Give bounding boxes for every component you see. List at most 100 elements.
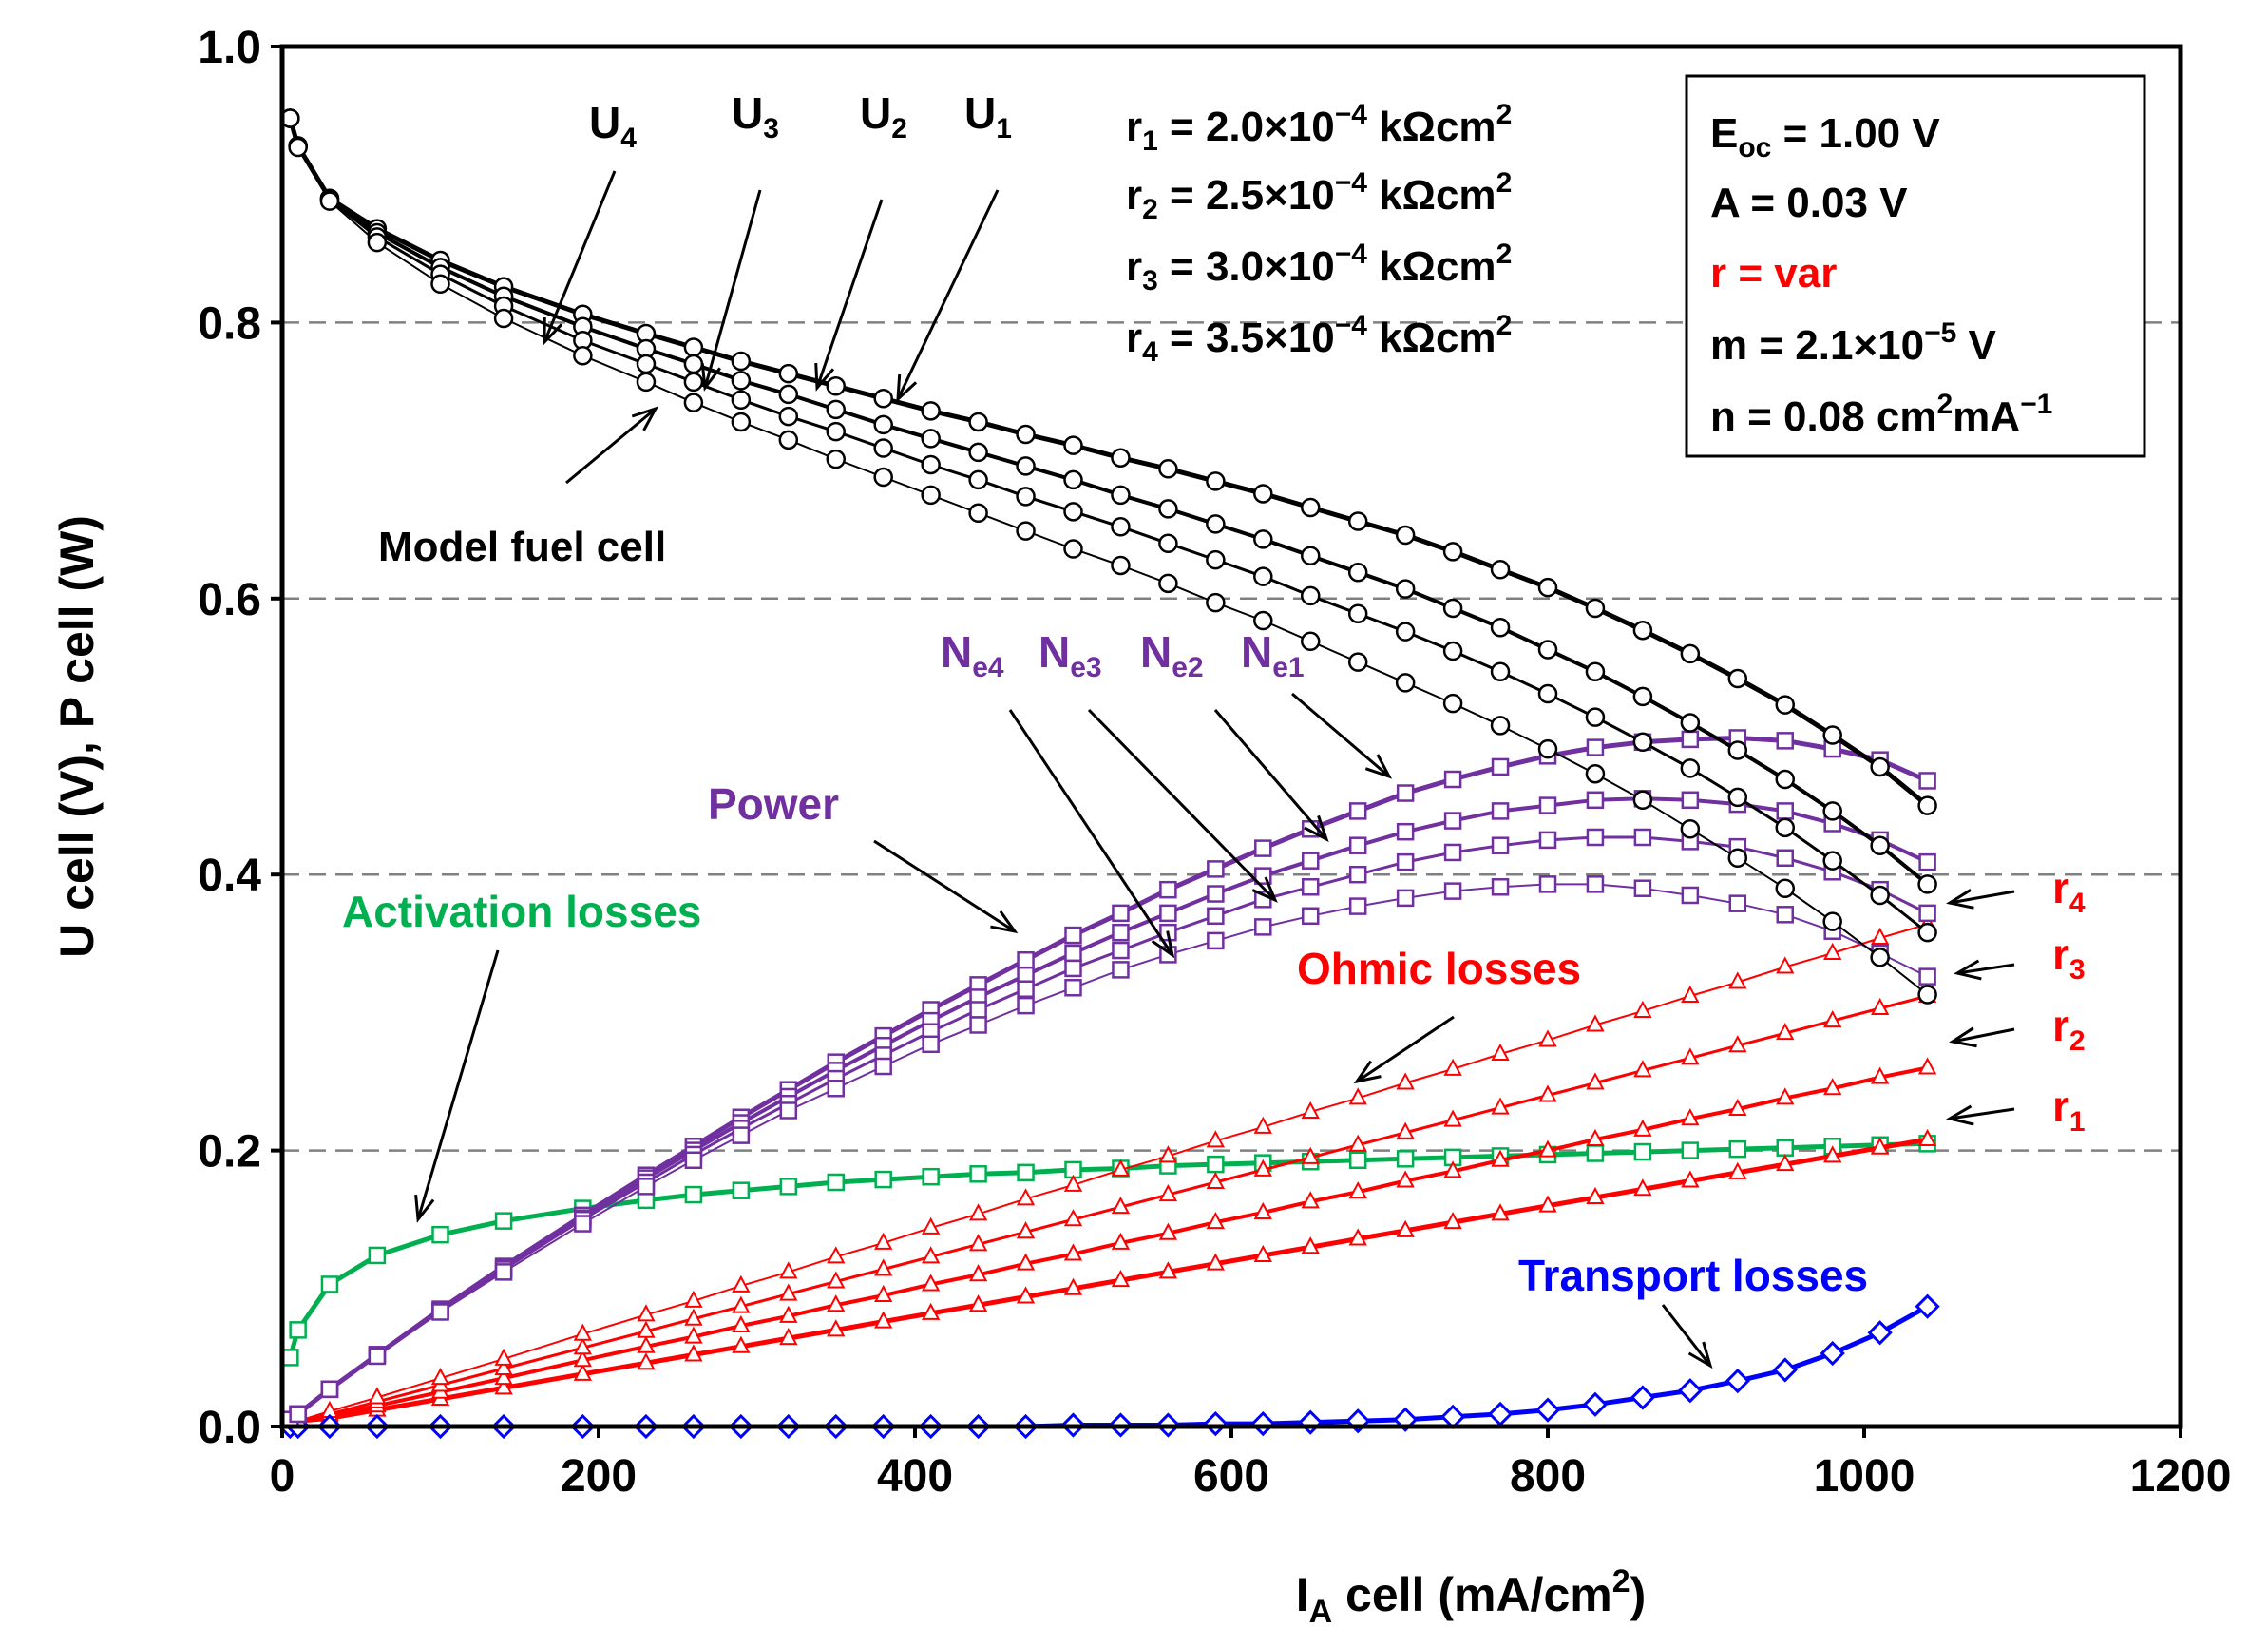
point-u3: [1917, 922, 1937, 943]
point-u3: [873, 438, 893, 458]
label-u4: U4: [589, 98, 637, 154]
arrowhead: [1946, 889, 1974, 910]
x-axis-title: IA cell (mA/cm2): [1296, 1563, 1647, 1630]
label-r2: r2: [2052, 1001, 2086, 1057]
point-u2: [1680, 713, 1701, 733]
point-r3: [1491, 1097, 1510, 1115]
point-r4: [779, 1261, 798, 1279]
point-u1: [1632, 620, 1653, 641]
point-ne3: [1064, 959, 1082, 978]
y-tick-label: 1.0: [198, 23, 261, 73]
point-u4: [1063, 539, 1083, 559]
point-u2: [1442, 598, 1463, 619]
point-r1: [1348, 1228, 1367, 1246]
point-activation: [494, 1212, 513, 1230]
point-ne1: [1396, 784, 1415, 802]
point-u2: [1158, 499, 1178, 519]
series-u4: [280, 108, 1937, 1005]
point-u4: [968, 503, 988, 524]
point-r1: [1776, 1153, 1795, 1172]
y-tick-label: 0.2: [198, 1127, 261, 1178]
point-u1: [826, 375, 846, 396]
point-r3: [494, 1357, 513, 1376]
point-ne4: [874, 1057, 892, 1076]
point-ne3: [1776, 849, 1794, 868]
point-u2: [1775, 769, 1795, 790]
point-r3: [1870, 997, 1890, 1016]
point-u4: [826, 449, 846, 469]
point-u3: [683, 372, 704, 393]
point-r4: [827, 1246, 846, 1264]
y-tick-label: 0.4: [198, 851, 261, 901]
point-u4: [288, 137, 308, 158]
point-u1: [873, 389, 893, 409]
label-model-fuel-cell: Model fuel cell: [378, 524, 666, 570]
point-activation: [281, 1349, 299, 1367]
point-ne4: [1348, 897, 1367, 915]
point-r4: [1443, 1058, 1462, 1076]
point-u2: [921, 429, 941, 449]
point-u4: [1727, 848, 1748, 869]
point-u2: [731, 371, 752, 391]
point-u3: [636, 354, 657, 374]
point-ne3: [1017, 980, 1035, 998]
point-ne4: [1112, 961, 1130, 979]
point-u3: [1253, 566, 1273, 586]
point-r2: [1111, 1232, 1131, 1250]
point-r4: [874, 1232, 893, 1250]
point-u4: [1917, 985, 1937, 1005]
point-transport: [1203, 1410, 1229, 1437]
point-r3: [1823, 1009, 1842, 1028]
label-ne3: Ne3: [1039, 627, 1102, 683]
point-ne4: [1064, 979, 1082, 997]
point-u4: [1490, 716, 1511, 736]
point-r1: [1063, 1277, 1083, 1295]
point-r4: [1301, 1101, 1320, 1119]
point-transport: [1915, 1293, 1940, 1319]
point-r3: [968, 1234, 988, 1252]
point-u1: [968, 412, 988, 432]
point-u4: [1680, 819, 1701, 839]
point-ne1: [1586, 738, 1605, 756]
point-u4: [921, 485, 941, 506]
point-activation: [289, 1321, 307, 1339]
x-tick-label: 800: [1510, 1451, 1586, 1502]
point-ne4: [922, 1035, 940, 1054]
point-activation: [368, 1246, 387, 1265]
point-r2: [1681, 1108, 1700, 1126]
point-ne4: [1538, 875, 1557, 893]
label-ne1: Ne1: [1241, 627, 1305, 683]
y-tick-label: 0.0: [198, 1403, 261, 1453]
point-r2: [827, 1294, 846, 1312]
point-u4: [1632, 790, 1653, 811]
point-u1: [1016, 424, 1036, 445]
point-u2: [1206, 514, 1226, 534]
point-ne4: [320, 1380, 339, 1399]
point-u4: [1585, 763, 1606, 784]
label-ne2: Ne2: [1140, 627, 1204, 683]
point-r2: [1443, 1160, 1462, 1178]
point-r3: [684, 1308, 703, 1326]
point-u1: [1870, 756, 1890, 777]
point-u2: [1016, 456, 1036, 476]
point-activation: [1348, 1151, 1367, 1170]
point-ne3: [1538, 831, 1557, 850]
point-ne1: [1159, 880, 1177, 899]
point-u4: [1158, 573, 1178, 594]
point-r1: [1681, 1170, 1700, 1188]
point-r1: [637, 1352, 656, 1370]
point-u3: [1537, 683, 1558, 704]
point-ne2: [1918, 852, 1936, 871]
arrowhead: [1353, 1060, 1382, 1084]
point-activation: [874, 1170, 892, 1189]
x-tick-label: 0: [270, 1451, 295, 1502]
point-r3: [1348, 1134, 1367, 1152]
r-value-4: r4 = 3.5×10−4 kΩcm2: [1126, 310, 1512, 368]
point-r2: [874, 1284, 893, 1303]
point-r4: [1538, 1029, 1557, 1047]
point-r4: [494, 1348, 513, 1366]
point-u1: [731, 351, 752, 372]
point-ne3: [1396, 852, 1415, 871]
label-u2: U2: [860, 88, 907, 144]
arrowhead: [1364, 754, 1393, 779]
